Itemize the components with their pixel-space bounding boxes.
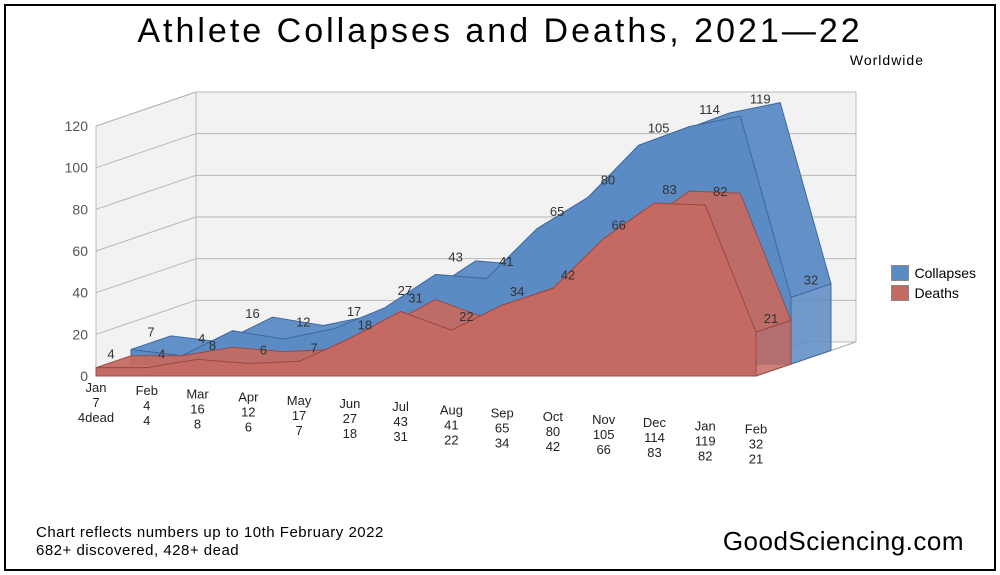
svg-text:114: 114: [644, 430, 665, 445]
svg-text:80: 80: [546, 424, 560, 439]
svg-text:105: 105: [648, 121, 670, 136]
svg-text:4: 4: [158, 347, 165, 362]
svg-text:12: 12: [241, 405, 255, 420]
footer-line-2: 682+ discovered, 428+ dead: [36, 542, 384, 561]
svg-text:66: 66: [611, 217, 625, 232]
svg-text:18: 18: [343, 426, 357, 441]
svg-text:20: 20: [72, 326, 88, 342]
svg-text:4: 4: [143, 398, 150, 413]
legend-label-collapses: Collapses: [915, 265, 976, 281]
svg-text:6: 6: [245, 420, 252, 435]
chart-area: 0204060801001207444168126177271843314122…: [26, 66, 886, 466]
svg-text:105: 105: [593, 427, 615, 442]
svg-text:83: 83: [662, 182, 676, 197]
svg-text:41: 41: [499, 254, 513, 269]
svg-text:22: 22: [444, 432, 458, 447]
footer-note: Chart reflects numbers up to 10th Februa…: [36, 524, 384, 562]
svg-text:Apr: Apr: [238, 390, 259, 405]
svg-text:60: 60: [72, 243, 88, 259]
svg-text:16: 16: [190, 401, 204, 416]
svg-text:120: 120: [65, 118, 89, 134]
source-credit: GoodSciencing.com: [723, 526, 964, 557]
svg-text:41: 41: [444, 417, 458, 432]
svg-text:Oct: Oct: [543, 409, 564, 424]
svg-text:Jan: Jan: [695, 418, 716, 433]
chart-title: Athlete Collapses and Deaths, 2021—22: [6, 12, 994, 51]
legend: Collapses Deaths: [891, 261, 976, 305]
svg-text:Feb: Feb: [136, 383, 158, 398]
svg-text:65: 65: [495, 421, 509, 436]
svg-text:83: 83: [647, 445, 661, 460]
svg-text:22: 22: [459, 309, 473, 324]
svg-text:27: 27: [343, 411, 357, 426]
svg-text:100: 100: [65, 160, 89, 176]
svg-text:16: 16: [245, 306, 259, 321]
svg-text:Jul: Jul: [392, 399, 409, 414]
svg-text:4: 4: [198, 331, 205, 346]
svg-text:7: 7: [310, 340, 317, 355]
svg-text:Feb: Feb: [745, 422, 767, 437]
svg-text:8: 8: [194, 416, 201, 431]
svg-text:80: 80: [601, 173, 615, 188]
svg-text:Dec: Dec: [643, 415, 667, 430]
svg-text:12: 12: [296, 314, 310, 329]
legend-swatch-collapses: [891, 265, 909, 281]
legend-item-deaths: Deaths: [891, 285, 976, 301]
svg-text:82: 82: [698, 448, 712, 463]
svg-text:Jan: Jan: [86, 380, 107, 395]
svg-text:6: 6: [260, 342, 267, 357]
svg-text:7: 7: [295, 423, 302, 438]
svg-text:42: 42: [546, 439, 560, 454]
svg-text:82: 82: [713, 184, 727, 199]
svg-text:Nov: Nov: [592, 412, 616, 427]
svg-text:80: 80: [72, 201, 88, 217]
svg-text:7: 7: [147, 325, 154, 340]
svg-text:31: 31: [408, 290, 422, 305]
svg-text:Jun: Jun: [339, 396, 360, 411]
svg-text:Sep: Sep: [491, 406, 514, 421]
svg-text:119: 119: [695, 433, 716, 448]
svg-text:31: 31: [393, 429, 407, 444]
legend-item-collapses: Collapses: [891, 265, 976, 281]
svg-text:18: 18: [358, 317, 372, 332]
svg-text:43: 43: [393, 414, 407, 429]
svg-text:Mar: Mar: [186, 386, 209, 401]
svg-text:May: May: [287, 393, 312, 408]
svg-text:4: 4: [107, 347, 114, 362]
svg-text:34: 34: [510, 284, 524, 299]
footer-line-1: Chart reflects numbers up to 10th Februa…: [36, 524, 384, 543]
svg-text:65: 65: [550, 204, 564, 219]
legend-label-deaths: Deaths: [915, 285, 959, 301]
legend-swatch-deaths: [891, 285, 909, 301]
svg-text:4: 4: [143, 413, 150, 428]
svg-text:21: 21: [749, 452, 763, 466]
svg-text:42: 42: [561, 267, 575, 282]
svg-text:8: 8: [209, 338, 216, 353]
svg-text:32: 32: [749, 437, 763, 452]
svg-text:43: 43: [448, 250, 462, 265]
svg-text:32: 32: [804, 273, 818, 288]
svg-text:40: 40: [72, 285, 88, 301]
svg-text:Aug: Aug: [440, 402, 463, 417]
svg-text:17: 17: [292, 408, 306, 423]
svg-text:4dead: 4dead: [78, 410, 114, 425]
svg-text:34: 34: [495, 436, 509, 451]
svg-text:119: 119: [750, 91, 771, 106]
svg-text:7: 7: [92, 395, 99, 410]
svg-text:21: 21: [764, 311, 778, 326]
svg-text:114: 114: [699, 102, 720, 117]
svg-text:66: 66: [596, 442, 610, 457]
chart-frame: Athlete Collapses and Deaths, 2021—22 Wo…: [4, 4, 996, 571]
chart-svg: 0204060801001207444168126177271843314122…: [26, 66, 886, 466]
